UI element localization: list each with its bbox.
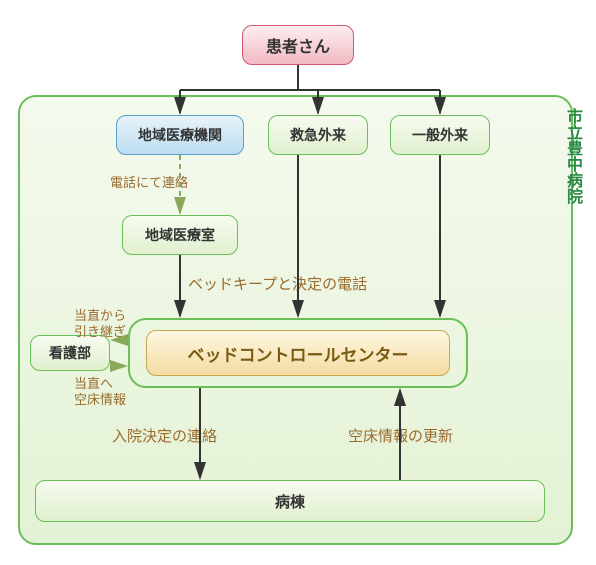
node-patient: 患者さん (242, 25, 354, 65)
edge-label-nyuin-kettei: 入院決定の連絡 (112, 428, 217, 447)
node-ippan-label: 一般外来 (412, 125, 468, 145)
edge-label-bed-keep: ベッドキープと決定の電話 (188, 276, 367, 295)
edge-label-tochoku-hikitsugi: 当直から 引き継ぎ (74, 308, 126, 341)
edge-label-tochoku-kusho: 当直へ 空床情報 (74, 376, 126, 409)
node-kango-label: 看護部 (49, 343, 91, 363)
node-chiiki-kikan-label: 地域医療機関 (138, 125, 222, 145)
hospital-label: 市立豊中病院 (560, 108, 584, 204)
edge-label-kusho-koshin: 空床情報の更新 (348, 428, 453, 447)
node-kyukyu: 救急外来 (268, 115, 368, 155)
node-patient-label: 患者さん (266, 33, 330, 57)
node-chiiki-shitsu: 地域医療室 (122, 215, 238, 255)
node-kyukyu-label: 救急外来 (290, 125, 346, 145)
node-chiiki-shitsu-label: 地域医療室 (145, 225, 215, 245)
node-bed-control-center: ベッドコントロールセンター (146, 330, 450, 376)
node-chiiki-kikan: 地域医療機関 (116, 115, 244, 155)
node-ippan: 一般外来 (390, 115, 490, 155)
node-byoto: 病棟 (35, 480, 545, 522)
node-byoto-label: 病棟 (275, 491, 305, 512)
edge-label-denwa-renraku: 電話にて連絡 (110, 175, 188, 191)
node-bed-control-center-label: ベッドコントロールセンター (188, 341, 409, 366)
